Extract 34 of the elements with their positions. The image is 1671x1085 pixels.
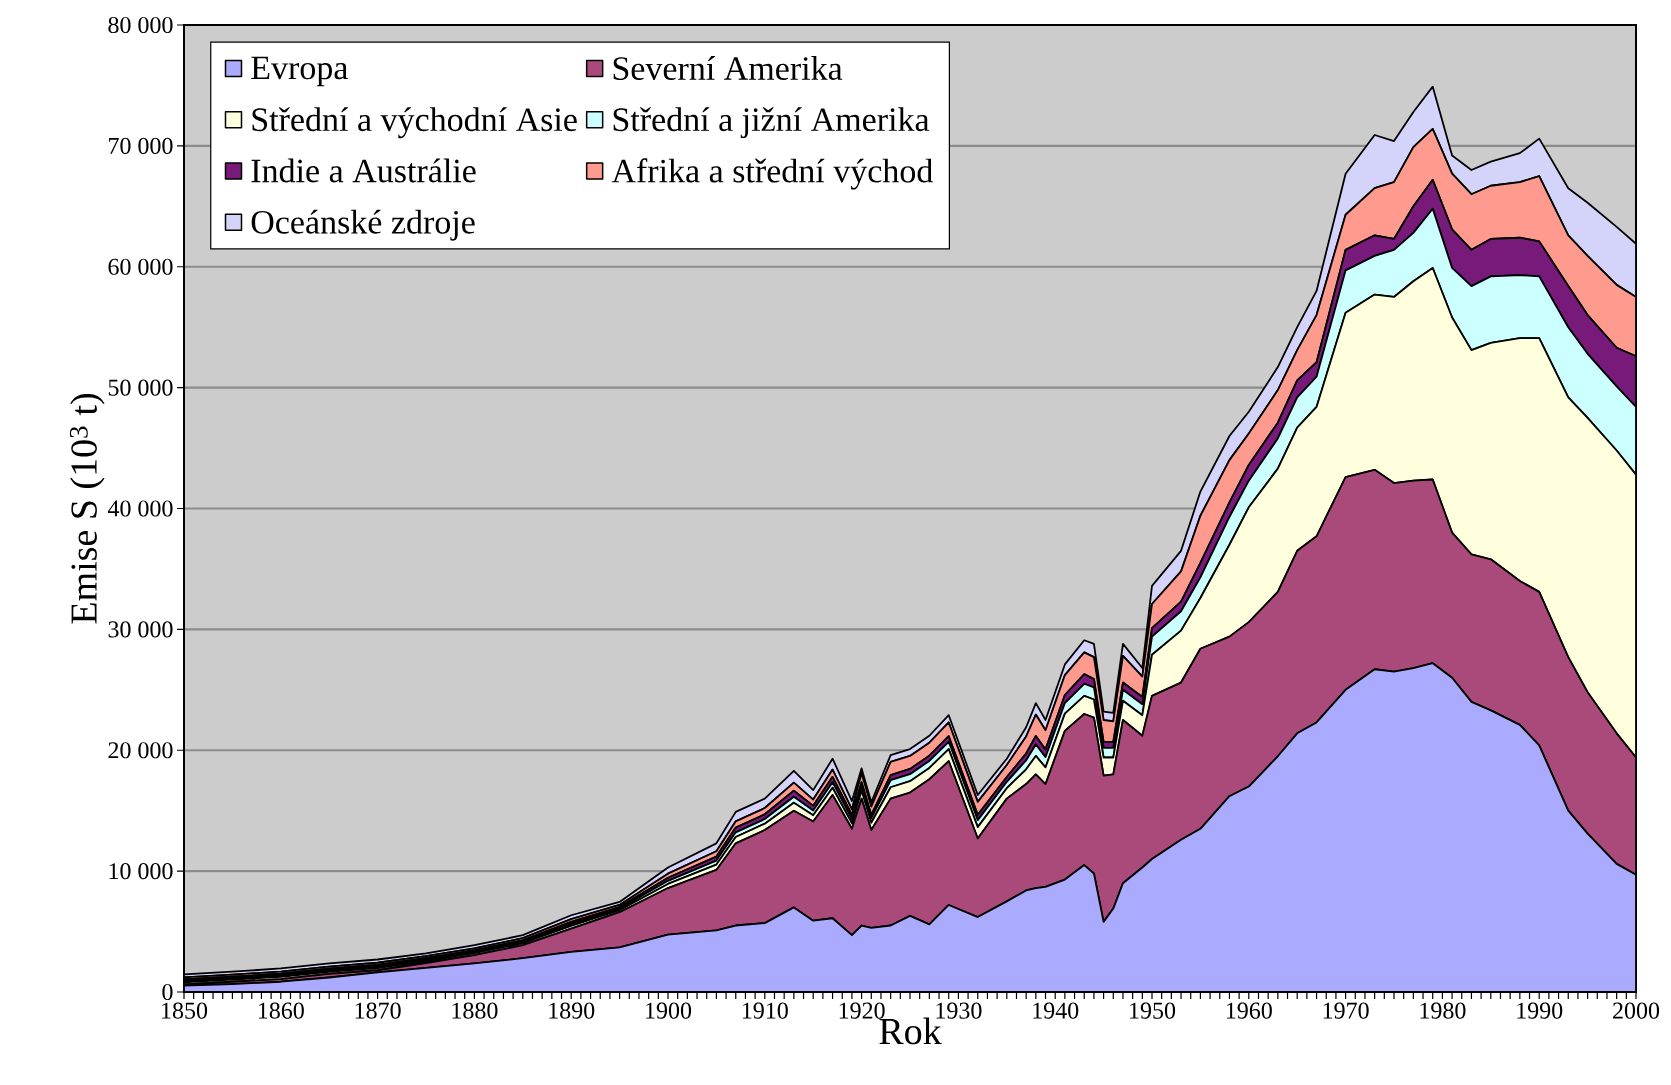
x-tick-label: 1990 xyxy=(1517,1002,1563,1019)
y-tick-label: 20 000 xyxy=(108,742,173,759)
x-tick-label: 1960 xyxy=(1226,1002,1272,1019)
y-tick-label: 80 000 xyxy=(108,16,173,34)
x-tick-label: 1950 xyxy=(1130,1002,1176,1019)
x-tick-label: 1940 xyxy=(1033,1002,1079,1019)
legend-label: Oceánské zdroje xyxy=(251,209,475,241)
legend-label: Střední a jižní Amerika xyxy=(613,107,930,139)
legend-label: Střední a východní Asie xyxy=(252,107,577,139)
y-tick-label: 70 000 xyxy=(109,137,173,154)
y-tick-label: 0 xyxy=(162,983,173,1001)
x-tick-label: 1870 xyxy=(355,1002,401,1019)
x-tick-label: 1900 xyxy=(646,1002,692,1019)
y-tick-label: 40 000 xyxy=(107,500,173,517)
legend-label: Indie a Austrálie xyxy=(251,158,476,183)
x-tick-label: 1860 xyxy=(258,1002,304,1019)
x-tick-label: 1890 xyxy=(549,1002,595,1019)
x-axis-title: Rok xyxy=(879,1017,942,1045)
x-tick-label: 1850 xyxy=(162,1002,208,1019)
x-tick-label: 2000 xyxy=(1613,1002,1660,1019)
x-tick-label: 1970 xyxy=(1323,1002,1369,1019)
y-tick-label: 60 000 xyxy=(108,258,173,275)
x-tick-label: 1880 xyxy=(452,1002,498,1019)
legend-label: Severní Amerika xyxy=(613,56,843,81)
y-tick-label: 10 000 xyxy=(109,863,173,880)
y-tick-label: 30 000 xyxy=(108,621,173,638)
y-axis-title: Emise S (10$^{3}$ t) xyxy=(69,394,105,624)
legend-label: Evropa xyxy=(251,56,348,87)
x-tick-label: 1920 xyxy=(839,1002,885,1019)
x-tick-label: 1980 xyxy=(1420,1002,1466,1019)
x-tick-label: 1910 xyxy=(742,1002,788,1019)
y-tick-label: 50 000 xyxy=(108,379,173,396)
x-tick-label: 1930 xyxy=(936,1002,982,1019)
legend-label: Afrika a střední východ xyxy=(611,158,933,190)
